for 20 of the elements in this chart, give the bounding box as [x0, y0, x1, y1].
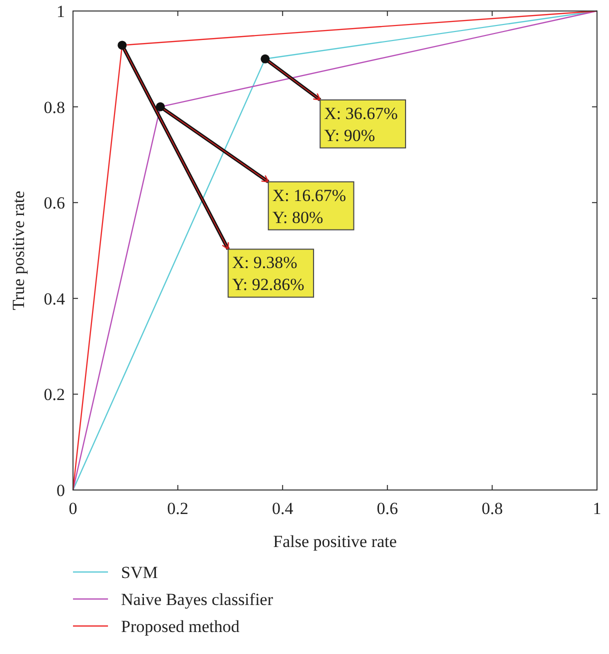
x-tick-label: 0.6 — [376, 499, 398, 518]
legend-label: Proposed method — [121, 617, 240, 636]
y-tick-label: 0.2 — [44, 385, 65, 404]
annotation: X: 9.38% Y: 92.86% — [232, 253, 304, 294]
annotation: X: 36.67% Y: 90% — [324, 104, 398, 145]
y-tick-label: 0.4 — [44, 289, 66, 308]
annotation: X: 16.67% Y: 80% — [272, 186, 346, 227]
y-axis-title: True positive rate — [9, 190, 28, 310]
y-tick-label: 1 — [56, 2, 65, 21]
x-tick-label: 0.8 — [482, 499, 503, 518]
x-tick-label: 0 — [68, 499, 78, 518]
legend-label: SVM — [121, 563, 158, 582]
x-tick-label: 0.4 — [272, 499, 294, 518]
legend-label: Naive Bayes classifier — [121, 590, 274, 609]
y-tick-label: 0.8 — [44, 98, 65, 117]
y-tick-label: 0 — [56, 481, 65, 500]
x-tick-label: 0.2 — [167, 499, 188, 518]
x-tick-label: 1 — [592, 499, 602, 518]
x-axis-title: False positive rate — [273, 532, 397, 551]
y-tick-label: 0.6 — [44, 194, 65, 213]
